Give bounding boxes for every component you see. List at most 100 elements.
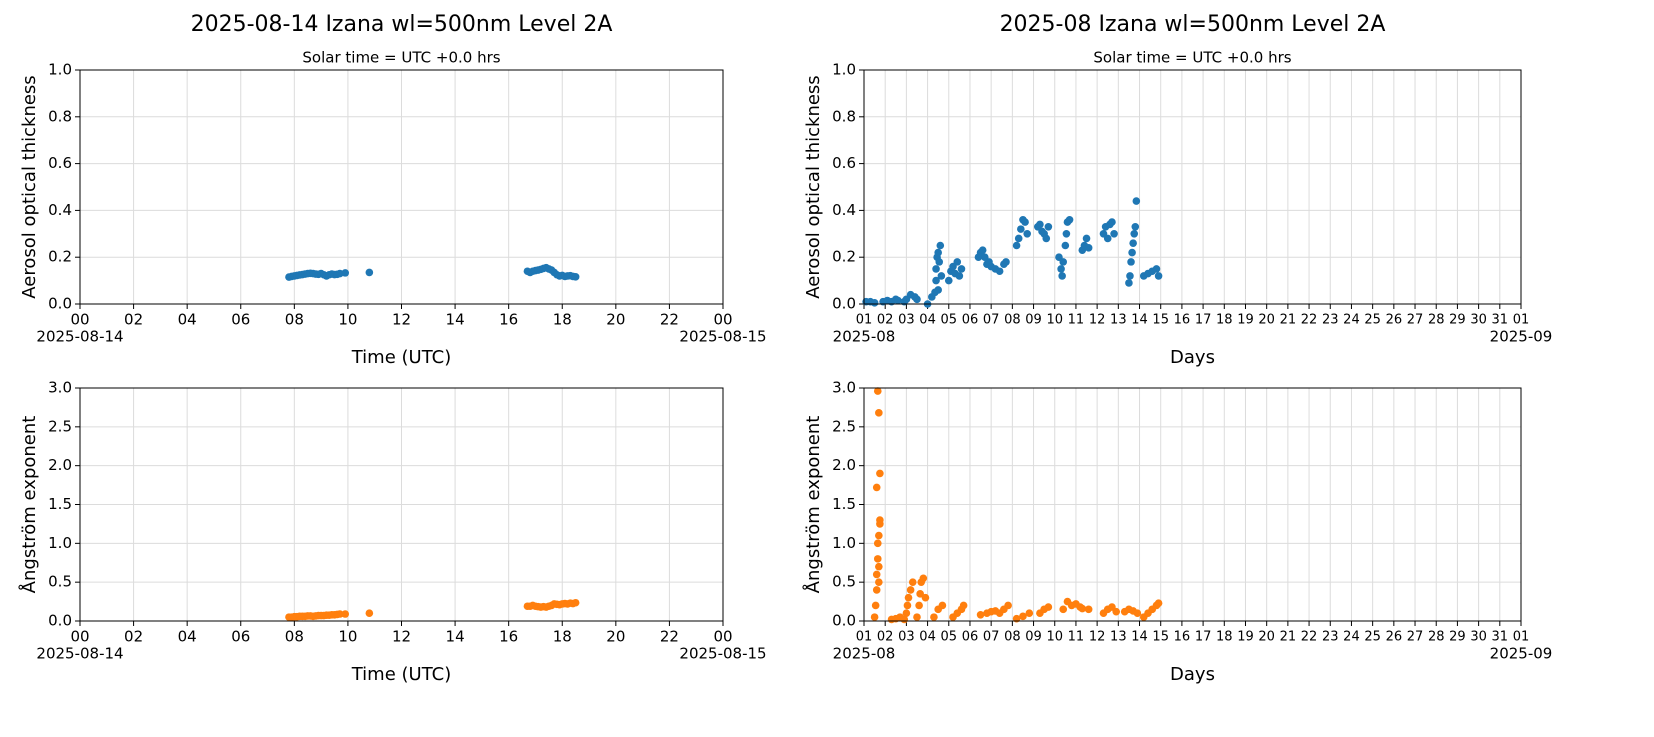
x-tick-label: 20 [1258,630,1275,645]
x-date-label: 2025-08-14 [36,645,123,663]
x-tick-label: 16 [1174,313,1191,328]
y-tick-label: 0.0 [48,612,72,630]
x-tick-label: 00 [713,628,732,646]
point [1131,222,1140,231]
x-axis-label: Time (UTC) [351,664,452,685]
y-tick-label: 0.5 [48,573,72,591]
point [1133,609,1142,618]
x-tick-label: 26 [1386,630,1403,645]
x-tick-label: 17 [1195,313,1212,328]
subtitle: Solar time = UTC +0.0 hrs [302,49,500,67]
x-tick-label: 10 [338,311,357,329]
x-tick-label: 08 [285,311,304,329]
point [1152,265,1161,273]
x-tick-label: 07 [983,313,1000,328]
x-tick-label: 18 [1216,313,1233,328]
x-tick-label: 06 [231,311,250,329]
point [906,586,915,594]
x-tick-label: 06 [962,630,979,645]
x-axis-label: Days [1170,347,1215,368]
x-tick-label: 25 [1364,630,1381,645]
x-tick-label: 23 [1322,313,1339,328]
x-tick-label: 18 [553,628,572,646]
x-tick-label: 01 [1513,630,1530,645]
point [873,555,882,563]
point [976,610,985,619]
point [870,299,879,307]
point [1132,197,1141,205]
x-tick-label: 10 [338,628,357,646]
point [1129,239,1137,247]
x-tick-label: 01 [856,630,873,645]
plot-frame [79,387,724,622]
y-tick-label: 0.8 [48,107,72,125]
point [872,570,881,579]
point [959,601,968,610]
point [1017,225,1025,233]
x-date-label: 2025-09 [1490,645,1553,663]
y-tick-label: 0.0 [832,295,856,313]
point [365,268,374,277]
x-tick-label: 15 [1152,313,1169,328]
point [876,469,884,478]
x-tick-label: 14 [1131,313,1148,328]
x-tick-label: 13 [1110,630,1127,645]
point [1057,265,1065,273]
y-tick-label: 0.2 [832,248,856,266]
point [872,483,881,492]
x-tick-label: 10 [1046,313,1063,328]
x-tick-label: 08 [1004,313,1021,328]
point [916,590,924,598]
x-tick-label: 24 [1343,313,1360,328]
point [1108,218,1116,226]
x-tick-label: 05 [941,313,958,328]
y-tick-label: 1.0 [48,61,72,79]
point [938,601,947,610]
x-tick-label: 27 [1407,313,1424,328]
point [908,578,917,586]
point [871,601,880,610]
point [873,387,882,395]
x-tick-label: 31 [1492,313,1509,328]
y-tick-label: 2.0 [832,456,856,474]
y-tick-label: 0.5 [832,573,856,591]
x-tick-label: 08 [1004,630,1021,645]
y-tick-label: 3.0 [832,379,856,397]
x-tick-label: 30 [1470,630,1487,645]
point [904,593,913,602]
x-date-label: 2025-08-15 [679,328,766,346]
point [1059,605,1068,614]
x-tick-label: 07 [983,630,1000,645]
x-tick-label: 01 [1513,313,1530,328]
y-tick-label: 1.0 [48,534,72,552]
x-tick-label: 28 [1428,313,1445,328]
point [1154,599,1163,607]
x-tick-label: 22 [1301,313,1318,328]
x-tick-label: 25 [1364,313,1381,328]
point [903,601,912,610]
point [876,520,884,528]
x-tick-label: 30 [1470,313,1487,328]
x-tick-label: 29 [1449,630,1466,645]
x-tick-label: 03 [898,313,915,328]
x-tick-label: 13 [1110,313,1127,328]
point [873,539,882,548]
x-tick-label: 00 [70,311,89,329]
x-tick-label: 11 [1068,313,1085,328]
x-tick-label: 26 [1386,313,1403,328]
x-tick-label: 04 [178,628,197,646]
point [1025,609,1034,618]
x-tick-label: 14 [446,628,465,646]
y-tick-label: 0.4 [48,201,72,219]
point [875,531,883,540]
x-tick-label: 12 [392,311,411,329]
x-axis-label: Time (UTC) [351,347,452,368]
x-tick-label: 12 [1089,630,1106,645]
point [1127,258,1135,266]
point [944,276,953,285]
point [930,613,938,621]
x-tick-label: 03 [898,630,915,645]
x-tick-label: 15 [1152,630,1169,645]
x-axis-label: Days [1170,664,1215,685]
